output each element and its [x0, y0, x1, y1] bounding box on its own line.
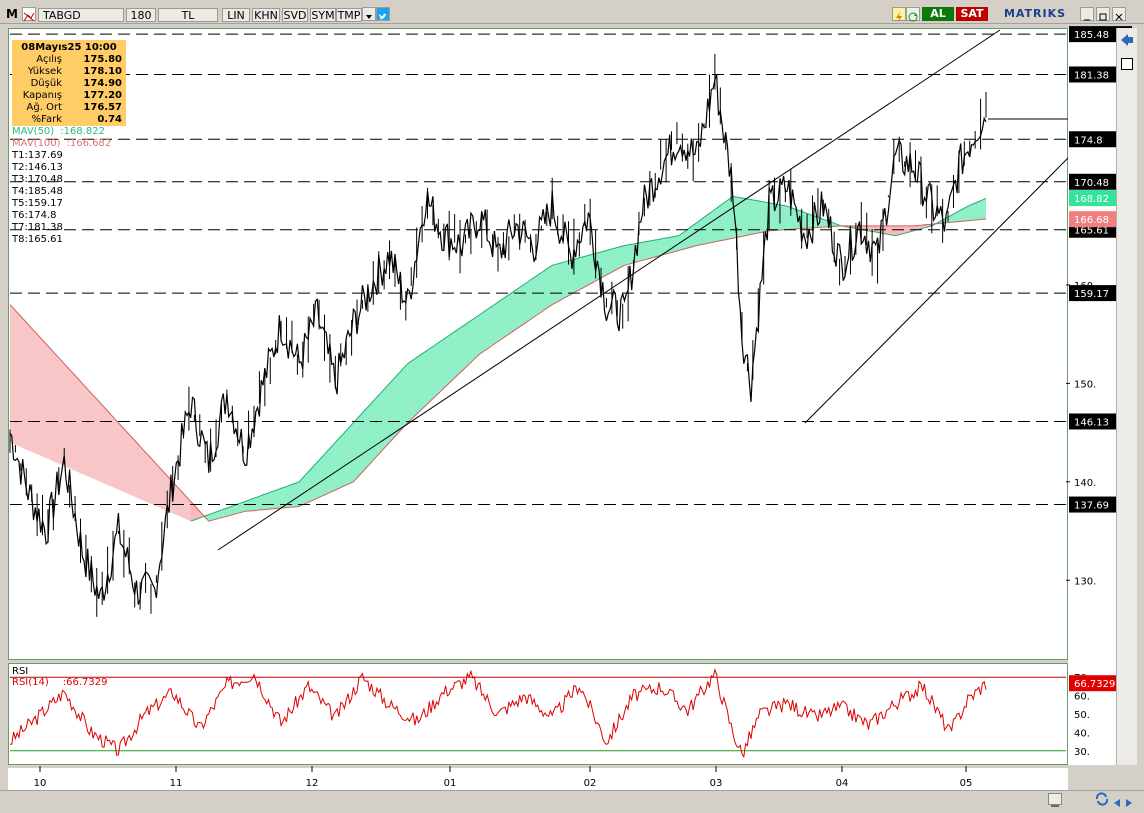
info-date: 08Mayıs25 10:00	[21, 42, 117, 53]
info-label: Açılış	[36, 54, 62, 65]
lightning-icon[interactable]	[892, 7, 906, 22]
info-value: 178.10	[83, 66, 122, 77]
info-value: 177.20	[83, 90, 122, 101]
rsi-panel	[8, 663, 1068, 765]
toolbar: M TABGD 180 TL LIN KHN SVD SYM TMP AL SA…	[0, 0, 1144, 24]
mav50-label: MAV(50)	[12, 126, 55, 137]
price-panel	[8, 28, 1068, 660]
info-label: Kapanış	[22, 90, 62, 101]
level-item: T5:159.17	[12, 198, 63, 209]
mav100-legend: MAV(100) :166.682	[12, 138, 111, 149]
status-bar	[0, 790, 1144, 807]
info-value: 0.74	[97, 114, 122, 125]
symbol-field[interactable]: TABGD	[38, 8, 124, 22]
refresh-icon[interactable]	[906, 7, 920, 22]
nav-right-icon[interactable]	[1124, 793, 1134, 807]
level-item: T1:137.69	[12, 150, 63, 161]
ohlc-info-box: 08Mayıs25 10:00 Açılış 175.80 Yüksek 178…	[12, 40, 126, 126]
dropdown-icon[interactable]	[362, 7, 376, 21]
minimize-icon[interactable]	[1080, 7, 1094, 21]
svd-button[interactable]: SVD	[282, 8, 308, 22]
level-item: T8:165.61	[12, 234, 63, 245]
info-label: Düşük	[30, 78, 62, 89]
side-scrollbar[interactable]	[1116, 28, 1137, 765]
mav100-label: MAV(100)	[12, 138, 61, 149]
info-label: Ağ. Ort	[26, 102, 62, 113]
level-item: T6:174.8	[12, 210, 57, 221]
buy-button[interactable]: AL	[922, 7, 954, 21]
chart-type-icon[interactable]	[22, 7, 36, 22]
mav50-legend: MAV(50) :168.822	[12, 126, 105, 137]
scroll-left-icon[interactable]	[1048, 793, 1062, 807]
info-label: %Fark	[31, 114, 62, 125]
mav50-value: :168.822	[60, 126, 105, 137]
sync-icon[interactable]	[1094, 791, 1110, 806]
level-item: T4:185.48	[12, 186, 63, 197]
restore-icon[interactable]	[1121, 58, 1133, 70]
twitter-icon[interactable]	[376, 7, 390, 21]
brand-logo: MATRIKS	[1003, 7, 1067, 20]
sym-button[interactable]: SYM	[310, 8, 336, 22]
currency-field[interactable]: TL	[158, 8, 218, 22]
khn-button[interactable]: KHN	[252, 8, 280, 22]
lin-button[interactable]: LIN	[222, 8, 250, 22]
back-arrow-icon[interactable]	[1119, 32, 1135, 48]
period-field[interactable]: 180	[126, 8, 156, 22]
info-value: 175.80	[83, 54, 122, 65]
maximize-icon[interactable]	[1096, 7, 1110, 21]
sell-button[interactable]: SAT	[956, 7, 988, 21]
rsi-legend: RSI(14) :66.7329	[12, 677, 108, 688]
level-item: T3:170.48	[12, 174, 63, 185]
app-logo-icon[interactable]: M	[6, 7, 18, 21]
info-value: 174.90	[83, 78, 122, 89]
rsi-legend-label: RSI(14)	[12, 677, 49, 688]
level-item: T2:146.13	[12, 162, 63, 173]
info-label: Yüksek	[27, 66, 62, 77]
close-icon[interactable]	[1112, 7, 1126, 21]
nav-left-icon[interactable]	[1112, 793, 1122, 807]
info-value: 176.57	[83, 102, 122, 113]
rsi-legend-value: :66.7329	[62, 677, 108, 688]
tmp-button[interactable]: TMP	[336, 8, 362, 22]
level-list: T1:137.69 T2:146.13 T3:170.48 T4:185.48 …	[12, 150, 63, 246]
mav100-value: :166.682	[66, 138, 112, 149]
x-axis	[8, 768, 1068, 790]
rsi-title: RSI	[12, 666, 29, 677]
level-item: T7:181.38	[12, 222, 63, 233]
